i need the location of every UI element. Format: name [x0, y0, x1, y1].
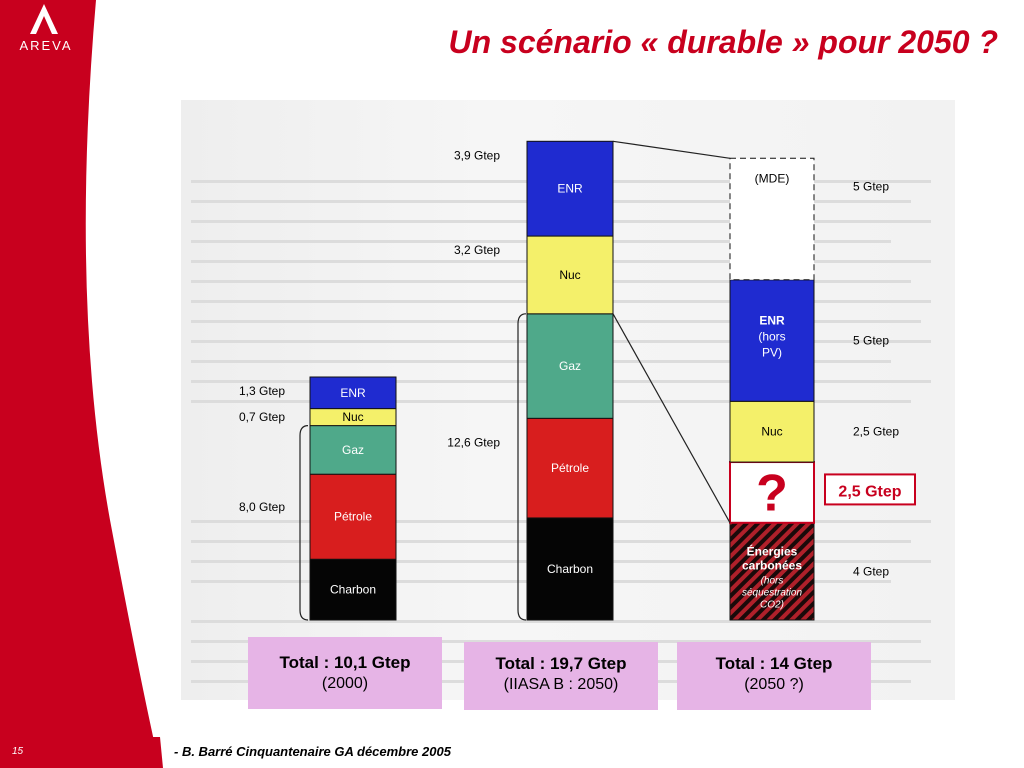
bar-1-annotation-fossil: 12,6 Gtep: [447, 435, 500, 449]
bar-1-label-nuc: Nuc: [559, 268, 580, 282]
bar-1-segment-enr: [526, 140, 614, 237]
bar-0-annotation-fossil: 8,0 Gtep: [239, 500, 285, 514]
bar-2-label-mde: (MDE): [755, 171, 790, 185]
areva-logo: AREVA: [0, 0, 96, 80]
bar-2-label-carbon-2: carbonées: [742, 558, 802, 572]
bar-1-label-enr: ENR: [557, 182, 583, 196]
footer-credit: - B. Barré Cinquantenaire GA décembre 20…: [174, 744, 451, 759]
total-value: Total : 19,7 Gtep: [495, 654, 627, 673]
bar-0-label-petrole: Pétrole: [334, 510, 372, 524]
bar-2-annotation-enr: 5 Gtep: [853, 334, 889, 348]
bar-1-segment-petrole: [526, 417, 614, 519]
total-period: (2050 ?): [744, 676, 804, 693]
bar-2-label-enr: ENR: [759, 314, 785, 328]
connector-top: [612, 140, 731, 159]
total-box-iiasa: Total : 19,7 Gtep (IIASA B : 2050): [464, 642, 658, 710]
areva-logo-text: AREVA: [19, 38, 73, 53]
bar-2-segment-: [729, 461, 815, 524]
bar-0-segment-gaz: [309, 425, 397, 475]
bar-2-label-nuc: Nuc: [761, 425, 782, 439]
bar-2-sublabel-1: (hors: [758, 330, 785, 344]
bar-2-annotation-mde: 5 Gtep: [853, 179, 889, 193]
total-box-2000: Total : 10,1 Gtep (2000): [248, 637, 442, 709]
bar-1-fossil-bracket: [517, 313, 527, 621]
bar-0-label-gaz: Gaz: [342, 443, 364, 457]
bar-2-annotation-energies-carbonees: 4 Gtep: [853, 564, 889, 578]
total-period: (2000): [321, 675, 369, 692]
bar-2-label-question: ?: [756, 464, 788, 522]
bar-1-annotation-nuc: 3,2 Gtep: [454, 243, 500, 257]
bar-1-segment-gaz: [526, 313, 614, 419]
bar-1-annotation-enr: 3,9 Gtep: [454, 148, 500, 162]
total-period: (IIASA B : 2050): [503, 676, 619, 693]
connector-middle: [612, 313, 731, 524]
total-value: Total : 10,1 Gtep: [279, 653, 411, 672]
bar-0-annotation-enr: 1,3 Gtep: [239, 384, 285, 398]
bar-2-segment-nuc: [729, 400, 815, 463]
bar-2-sublabel-3: CO2): [760, 599, 784, 610]
bar-1-label-charbon: Charbon: [547, 562, 593, 576]
bar-0-label-nuc: Nuc: [342, 410, 363, 424]
bar-0-label-charbon: Charbon: [330, 583, 376, 597]
bar-0-segment-enr: [309, 376, 397, 410]
bar-2-annotation-boxed: 2,5 Gtep: [838, 483, 901, 500]
boxed-annotation-frame: [824, 473, 916, 506]
bar-2-segment-energies-carbonees: [729, 522, 815, 621]
bar-2-sublabel-2: séquestration: [742, 587, 802, 598]
bar-0-segment-petrole: [309, 473, 397, 560]
bar-0-label-enr: ENR: [340, 386, 366, 400]
bar-2-segment-mde: [729, 157, 815, 281]
total-value: Total : 14 Gtep: [715, 654, 833, 673]
bar-2-segment-enr: [729, 279, 815, 402]
bar-2-annotation-nuc: 2,5 Gtep: [853, 425, 899, 439]
bar-1-label-petrole: Pétrole: [551, 461, 589, 475]
bar-2-sublabel-1: (hors: [761, 575, 784, 586]
bar-2-label-carbon-1: Énergies: [747, 543, 798, 558]
bar-1-label-gaz: Gaz: [559, 359, 581, 373]
page-number: 15: [12, 746, 24, 757]
bar-2-sublabel-2: PV): [762, 346, 782, 360]
slide-title: Un scénario « durable » pour 2050 ?: [448, 24, 998, 60]
total-box-2050: Total : 14 Gtep (2050 ?): [677, 642, 871, 710]
bar-1-segment-nuc: [526, 235, 614, 315]
bar-0-fossil-bracket: [299, 425, 309, 621]
bar-0-annotation-nuc: 0,7 Gtep: [239, 410, 285, 424]
bar-0-segment-charbon: [309, 558, 397, 621]
